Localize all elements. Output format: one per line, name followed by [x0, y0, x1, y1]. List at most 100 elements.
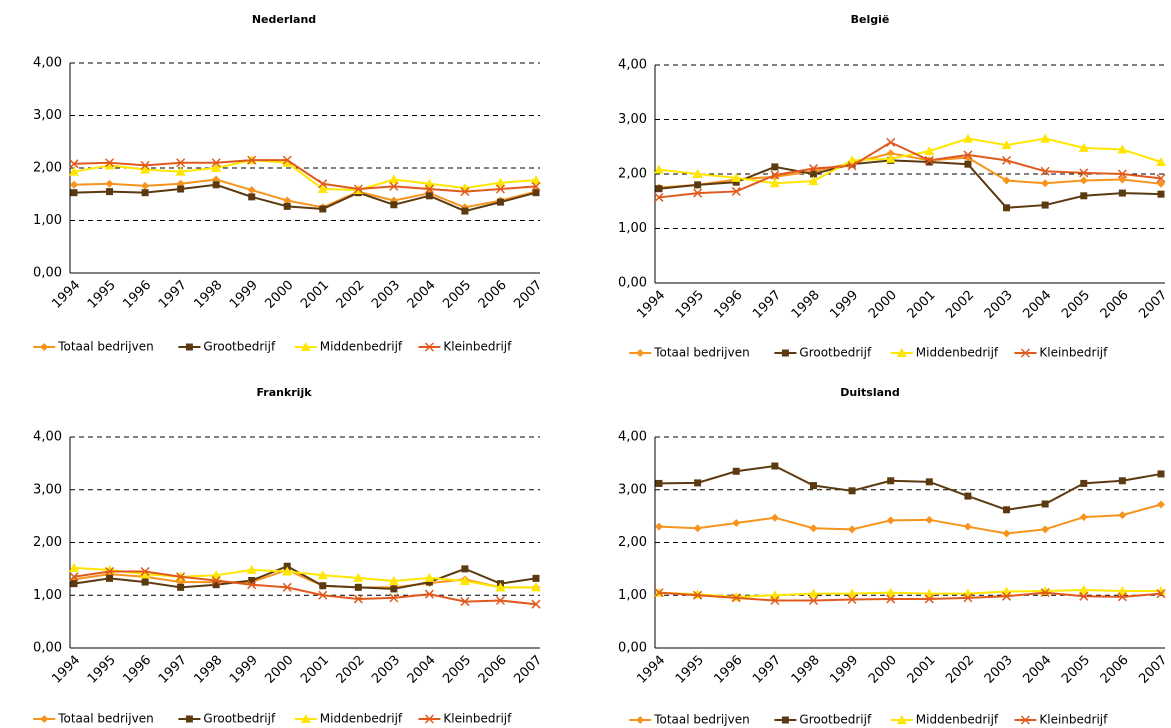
data-point — [693, 590, 703, 600]
x-tick-label: 1994 — [49, 653, 83, 687]
chart-title: Duitsland — [840, 386, 899, 399]
data-point — [211, 158, 221, 168]
data-point — [531, 582, 541, 592]
data-point — [1118, 477, 1126, 485]
data-point — [770, 170, 780, 180]
data-point — [924, 155, 934, 165]
chart-title: Nederland — [252, 13, 316, 26]
x-tick-label: 1995 — [673, 288, 707, 322]
y-tick-label: 4,00 — [33, 430, 62, 445]
data-point — [694, 181, 702, 189]
data-point — [69, 572, 79, 582]
data-point — [1079, 176, 1088, 185]
data-point — [963, 522, 972, 531]
data-point — [496, 198, 504, 206]
legend-marker — [1020, 348, 1030, 358]
data-point — [140, 164, 151, 174]
data-point — [104, 160, 115, 170]
x-tick-label: 2007 — [511, 653, 545, 687]
data-point — [211, 575, 221, 586]
data-point — [693, 524, 702, 533]
data-point — [176, 572, 186, 582]
data-point — [247, 580, 257, 590]
data-point — [283, 202, 291, 210]
data-point — [176, 158, 186, 168]
data-point — [390, 201, 398, 209]
x-tick-label: 2004 — [405, 278, 439, 312]
data-point — [924, 146, 935, 156]
data-point — [425, 578, 433, 586]
data-point — [655, 185, 663, 193]
x-tick-label: 2001 — [905, 653, 939, 687]
data-point — [1118, 189, 1126, 197]
data-point — [282, 582, 292, 592]
data-point — [354, 583, 362, 591]
x-tick-label: 1997 — [156, 653, 190, 687]
data-point — [389, 181, 399, 191]
data-point — [425, 192, 433, 200]
data-point — [1041, 179, 1050, 188]
data-point — [1080, 192, 1088, 200]
data-point — [318, 590, 328, 600]
data-point — [495, 595, 505, 606]
data-point — [317, 570, 328, 580]
x-tick-label: 2002 — [943, 288, 977, 322]
y-tick-label: 2,00 — [618, 535, 647, 550]
x-tick-label: 2006 — [1098, 653, 1132, 687]
x-tick-label: 2005 — [440, 653, 474, 687]
x-tick-label: 1996 — [712, 653, 746, 687]
x-tick-label: 2005 — [1059, 288, 1093, 322]
data-point — [460, 187, 470, 197]
data-point — [140, 569, 151, 579]
data-point — [808, 588, 819, 598]
data-point — [693, 188, 703, 198]
legend-label: Grootbedrijf — [203, 340, 276, 354]
data-point — [531, 599, 541, 609]
data-point — [848, 525, 857, 534]
data-point — [847, 588, 858, 598]
data-point — [282, 155, 292, 165]
x-tick-label: 1999 — [227, 653, 261, 687]
data-point — [963, 150, 973, 160]
x-tick-label: 1995 — [85, 278, 119, 312]
data-point — [1156, 586, 1166, 596]
y-tick-label: 4,00 — [618, 58, 647, 73]
data-point — [1078, 584, 1089, 594]
data-point — [731, 593, 741, 603]
data-point — [1157, 500, 1165, 509]
x-tick-label: 2004 — [1020, 288, 1054, 322]
data-point — [963, 593, 973, 603]
data-point — [282, 566, 293, 576]
x-tick-label: 2005 — [1059, 653, 1093, 687]
y-tick-label: 0,00 — [33, 266, 62, 281]
data-point — [282, 157, 293, 167]
data-point — [655, 522, 663, 531]
data-point — [886, 137, 896, 147]
data-point — [532, 574, 540, 582]
y-tick-label: 4,00 — [618, 430, 647, 445]
data-point — [353, 184, 363, 194]
legend-label: Grootbedrijf — [203, 712, 276, 726]
data-point — [1157, 190, 1165, 198]
data-point — [140, 160, 150, 170]
data-point — [106, 574, 114, 582]
data-point — [809, 524, 818, 533]
data-point — [1079, 513, 1088, 522]
data-point — [318, 179, 328, 189]
x-tick-label: 1997 — [750, 653, 784, 687]
data-point — [141, 189, 149, 197]
series-line — [658, 141, 1162, 199]
legend-label: Grootbedrijf — [799, 713, 872, 727]
data-point — [732, 178, 740, 186]
x-tick-label: 1999 — [227, 278, 261, 312]
data-point — [353, 572, 364, 582]
data-point — [460, 597, 470, 607]
data-point — [212, 181, 220, 189]
data-point — [886, 516, 895, 525]
legend-marker — [781, 716, 789, 724]
data-point — [1040, 588, 1050, 598]
data-point — [317, 184, 328, 193]
data-point — [495, 177, 506, 187]
data-point — [847, 161, 857, 171]
